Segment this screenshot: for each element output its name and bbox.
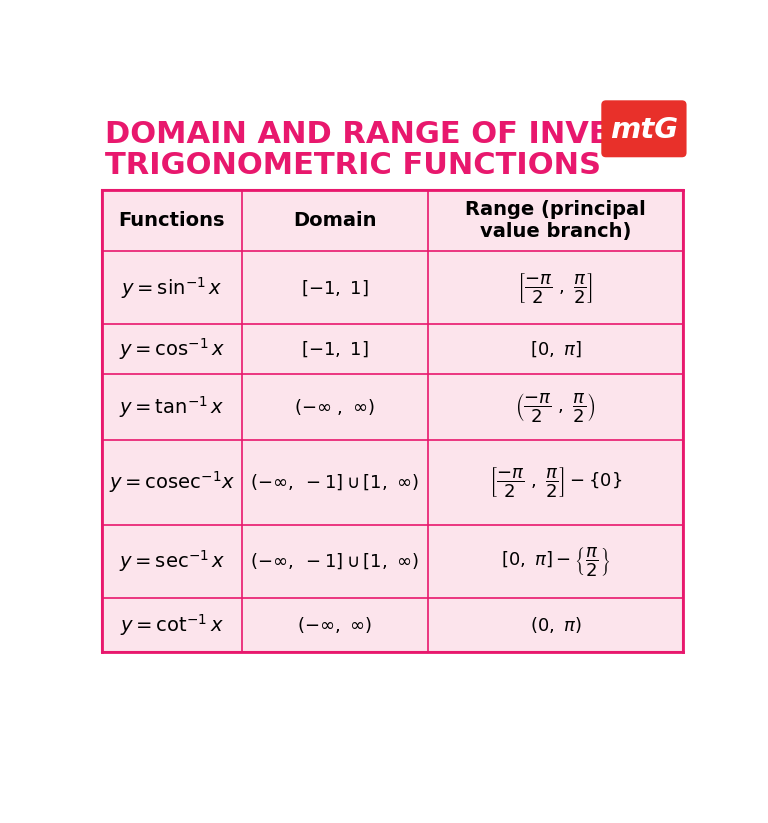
- Text: Functions: Functions: [119, 211, 225, 230]
- Text: $(-\infty\ ,\ \infty)$: $(-\infty\ ,\ \infty)$: [294, 398, 375, 417]
- Text: $\left[\dfrac{-\pi}{2}\ ,\ \dfrac{\pi}{2}\right] - \{0\}$: $\left[\dfrac{-\pi}{2}\ ,\ \dfrac{\pi}{2…: [489, 465, 622, 500]
- Text: $y = \mathrm{cosec}^{-1}x$: $y = \mathrm{cosec}^{-1}x$: [109, 469, 235, 495]
- Text: $y = \cot^{-1}x$: $y = \cot^{-1}x$: [120, 611, 224, 638]
- Text: $y = \sec^{-1}x$: $y = \sec^{-1}x$: [119, 548, 225, 574]
- Text: $[-1,\ 1]$: $[-1,\ 1]$: [301, 340, 369, 359]
- Text: $y = \tan^{-1}x$: $y = \tan^{-1}x$: [119, 394, 225, 420]
- Text: $[0,\ \pi]$: $[0,\ \pi]$: [530, 340, 581, 359]
- Text: $(-\infty,\ -1]\cup[1,\ \infty)$: $(-\infty,\ -1]\cup[1,\ \infty)$: [250, 472, 419, 492]
- Text: $(0,\ \pi)$: $(0,\ \pi)$: [530, 615, 581, 635]
- Text: Domain: Domain: [293, 211, 376, 230]
- Text: $(-\infty,\ \infty)$: $(-\infty,\ \infty)$: [297, 615, 372, 635]
- Text: $y = \cos^{-1}x$: $y = \cos^{-1}x$: [119, 337, 225, 362]
- Text: $\left(\dfrac{-\pi}{2}\ ,\ \dfrac{\pi}{2}\right)$: $\left(\dfrac{-\pi}{2}\ ,\ \dfrac{\pi}{2…: [515, 391, 596, 424]
- Text: mtG: mtG: [610, 115, 678, 143]
- FancyBboxPatch shape: [102, 189, 684, 652]
- Text: $y = \sin^{-1}x$: $y = \sin^{-1}x$: [121, 275, 223, 300]
- Text: TRIGONOMETRIC FUNCTIONS: TRIGONOMETRIC FUNCTIONS: [105, 151, 601, 180]
- Text: Range (principal
value branch): Range (principal value branch): [465, 200, 646, 241]
- Text: DOMAIN AND RANGE OF INVERSE: DOMAIN AND RANGE OF INVERSE: [105, 120, 676, 149]
- Text: $\left[\dfrac{-\pi}{2}\ ,\ \dfrac{\pi}{2}\right]$: $\left[\dfrac{-\pi}{2}\ ,\ \dfrac{\pi}{2…: [518, 271, 594, 305]
- Text: $[-1,\ 1]$: $[-1,\ 1]$: [301, 278, 369, 298]
- FancyBboxPatch shape: [601, 100, 687, 157]
- Text: $(-\infty,\ -1]\cup[1,\ \infty)$: $(-\infty,\ -1]\cup[1,\ \infty)$: [250, 551, 419, 571]
- Text: $[0,\ \pi] - \left\{\dfrac{\pi}{2}\right\}$: $[0,\ \pi] - \left\{\dfrac{\pi}{2}\right…: [501, 545, 610, 578]
